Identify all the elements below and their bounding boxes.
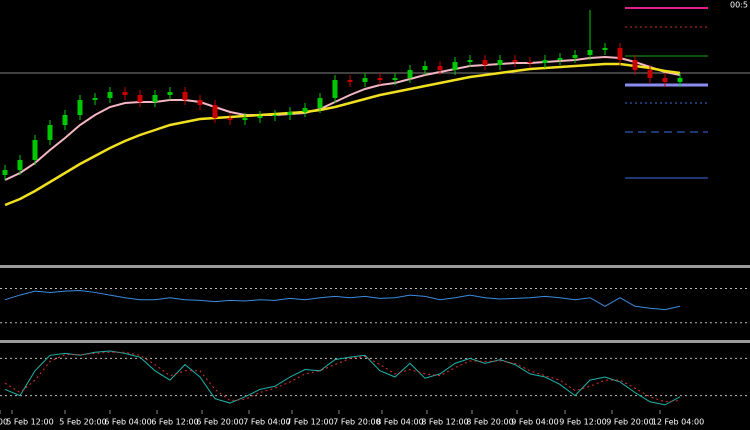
candle-body [287, 112, 293, 115]
candle-body [557, 58, 563, 60]
candle-body [302, 108, 308, 112]
candle-body [197, 100, 203, 105]
candle-body [2, 170, 8, 175]
candle-body [632, 60, 638, 70]
x-tick-label: 5 Feb 20:00 [59, 418, 106, 427]
indicator-line [4, 351, 681, 403]
moving-average [4, 62, 681, 207]
x-tick-label: 6 Feb 20:00 [196, 418, 243, 427]
candle-body [92, 98, 98, 100]
candle-body [332, 80, 338, 98]
candle-body [512, 60, 518, 62]
candle-body [317, 98, 323, 108]
candle-body [497, 60, 503, 65]
candle-body [137, 95, 143, 102]
x-tick-label: 6 Feb 12:00 [151, 418, 198, 427]
indicator-line [4, 289, 681, 311]
candle-body [377, 78, 383, 80]
candle-body [662, 78, 668, 82]
panel-separator [0, 340, 750, 343]
candle-body [437, 66, 443, 70]
panel-separator [0, 265, 750, 268]
x-tick-label: 9 Feb 12:00 [559, 418, 606, 427]
candle-body [32, 140, 38, 160]
candle-body [452, 62, 458, 70]
candle-body [47, 125, 53, 140]
candle-body [542, 60, 548, 63]
candle-body [17, 160, 23, 170]
candle-body [482, 60, 488, 65]
candle-body [272, 115, 278, 116]
x-tick-label: 00 [0, 418, 8, 427]
x-tick-label: 7 Feb 04:00 [243, 418, 290, 427]
candle-body [242, 118, 248, 120]
candle-body [182, 92, 188, 100]
x-tick-label: 8 Feb 12:00 [421, 418, 468, 427]
candle-body [227, 118, 233, 120]
candle-body [587, 50, 593, 55]
candle-body [167, 92, 173, 95]
x-tick-label: 6 Feb 04:00 [104, 418, 151, 427]
candle-body [212, 105, 218, 118]
candle-body [392, 78, 398, 80]
x-tick-label: 7 Feb 12:00 [286, 418, 333, 427]
candle-body [422, 66, 428, 70]
candle-body [467, 60, 473, 62]
candle-body [527, 62, 533, 63]
candle-body [407, 70, 413, 78]
candle-body [107, 92, 113, 98]
x-tick-label: 8 Feb 04:00 [376, 418, 423, 427]
candle-body [62, 115, 68, 125]
x-tick-label: 7 Feb 20:00 [333, 418, 380, 427]
indicator-line [4, 350, 681, 406]
x-tick-label: 12 Feb 04:00 [652, 418, 704, 427]
candle-body [617, 48, 623, 60]
candle-body [572, 55, 578, 58]
candle-body [347, 80, 353, 82]
candle-body [677, 78, 683, 82]
x-tick-label: 9 Feb 20:00 [606, 418, 653, 427]
candle-body [152, 95, 158, 102]
x-tick-label: 9 Feb 04:00 [511, 418, 558, 427]
timer: 00:5 [730, 1, 748, 10]
moving-average [4, 55, 681, 181]
x-tick-label: 8 Feb 20:00 [466, 418, 513, 427]
candle-body [602, 48, 608, 50]
candle-body [647, 70, 653, 78]
candle-body [122, 92, 128, 95]
candle-body [257, 116, 263, 118]
candle-body [77, 100, 83, 115]
x-tick-label: 5 Feb 12:00 [6, 418, 53, 427]
candle-body [362, 78, 368, 82]
